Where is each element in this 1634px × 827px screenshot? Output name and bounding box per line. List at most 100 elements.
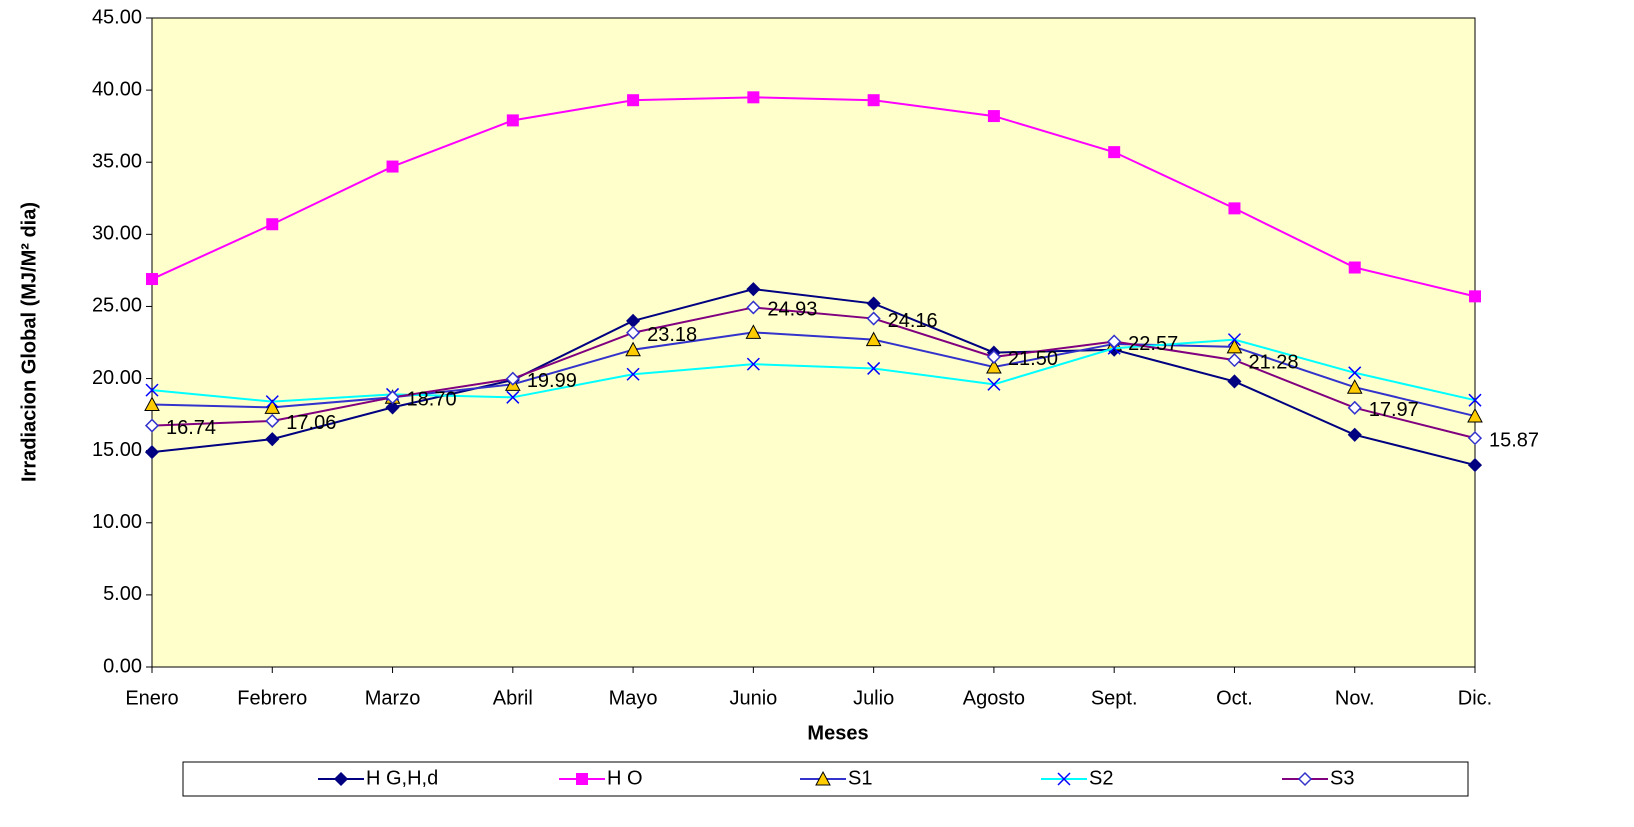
y-tick-label: 30.00	[92, 223, 142, 245]
data-point	[385, 390, 400, 405]
legend-label: H O	[607, 767, 643, 789]
data-point	[986, 358, 1002, 374]
data-point	[144, 418, 160, 433]
legend-label: S3	[1330, 767, 1354, 789]
x-tick-label: Marzo	[365, 687, 421, 709]
y-tick-label: 10.00	[92, 511, 142, 533]
x-tick-label: Oct.	[1216, 687, 1253, 709]
legend-label: H G,H,d	[366, 767, 438, 789]
data-point	[867, 94, 880, 107]
data-point	[746, 357, 760, 371]
y-tick-label: 40.00	[92, 78, 142, 100]
data-point	[145, 383, 159, 397]
data-label: 16.74	[166, 417, 216, 439]
x-tick-label: Nov.	[1335, 687, 1375, 709]
data-label: 23.18	[647, 324, 697, 346]
x-tick-label: Mayo	[609, 687, 658, 709]
data-point	[1228, 202, 1241, 215]
data-point	[1227, 353, 1242, 368]
y-tick-label: 25.00	[92, 295, 142, 317]
data-label: 15.87	[1489, 429, 1539, 451]
series-line	[151, 338, 1476, 403]
data-point	[865, 331, 882, 347]
data-label: 24.16	[888, 310, 938, 332]
data-point	[266, 218, 279, 231]
data-point	[1348, 366, 1362, 380]
x-tick-label: Julio	[853, 687, 894, 709]
y-tick-label: 15.00	[92, 439, 142, 461]
data-point	[1467, 407, 1483, 423]
x-tick-label: Sept.	[1091, 687, 1138, 709]
data-point	[745, 324, 762, 339]
data-point	[505, 371, 520, 386]
data-point	[627, 94, 640, 107]
y-tick-label: 5.00	[103, 583, 142, 605]
data-point	[1469, 290, 1481, 303]
x-tick-label: Abril	[493, 687, 533, 709]
data-point	[144, 445, 160, 460]
data-label: 21.28	[1248, 351, 1298, 373]
data-point	[386, 160, 399, 173]
data-point	[986, 349, 1001, 364]
legend-marker	[815, 770, 831, 786]
data-label: 18.70	[407, 389, 457, 411]
data-point	[747, 91, 760, 104]
legend-marker	[1297, 771, 1313, 787]
x-tick-label: Agosto	[963, 687, 1025, 709]
data-point	[506, 114, 519, 127]
plot-area	[151, 17, 1476, 668]
data-point	[987, 110, 1000, 123]
data-point	[146, 273, 158, 286]
data-label: 22.57	[1128, 333, 1178, 355]
data-label: 21.50	[1008, 348, 1058, 370]
data-point	[265, 395, 279, 409]
data-label: 24.93	[767, 299, 817, 321]
data-label: 17.97	[1369, 399, 1419, 421]
x-tick-label: Junio	[729, 687, 777, 709]
x-axis-title: Meses	[807, 722, 868, 744]
y-tick-label: 20.00	[92, 367, 142, 389]
series-line	[151, 96, 1476, 298]
data-point	[867, 361, 881, 375]
data-point	[1467, 431, 1483, 446]
series-line	[151, 288, 1476, 467]
legend-label: S1	[848, 767, 872, 789]
data-point	[506, 390, 520, 404]
data-point	[1226, 338, 1243, 354]
y-tick-label: 0.00	[103, 655, 142, 677]
data-point	[1347, 427, 1362, 442]
x-tick-label: Enero	[125, 687, 178, 709]
y-axis-title: Irradiacion Global (MJ/M² dia)	[18, 202, 40, 482]
data-point	[1107, 334, 1122, 349]
data-point	[626, 367, 640, 381]
data-point	[746, 282, 761, 297]
data-point	[1348, 261, 1361, 274]
data-point	[1468, 393, 1482, 407]
data-point	[866, 311, 881, 326]
data-point	[625, 341, 641, 357]
data-point	[1347, 400, 1362, 415]
legend-label: S2	[1089, 767, 1113, 789]
data-label: 19.99	[527, 370, 577, 392]
data-point	[144, 396, 160, 412]
data-point	[1108, 146, 1121, 159]
y-tick-label: 35.00	[92, 151, 142, 173]
data-point	[746, 300, 761, 315]
data-point	[264, 399, 281, 414]
legend-marker	[1057, 772, 1071, 786]
legend-marker	[333, 771, 349, 787]
data-point	[1227, 333, 1241, 347]
series-line	[151, 331, 1476, 418]
data-point	[866, 296, 881, 311]
data-label: 17.06	[286, 412, 336, 434]
series-line	[151, 306, 1476, 440]
data-point	[1346, 379, 1363, 394]
x-tick-label: Dic.	[1458, 687, 1492, 709]
data-point	[385, 400, 400, 415]
data-point	[265, 413, 280, 429]
data-point	[265, 432, 280, 447]
data-point	[1467, 458, 1483, 473]
x-tick-label: Febrero	[237, 687, 307, 709]
y-tick-label: 45.00	[92, 6, 142, 28]
